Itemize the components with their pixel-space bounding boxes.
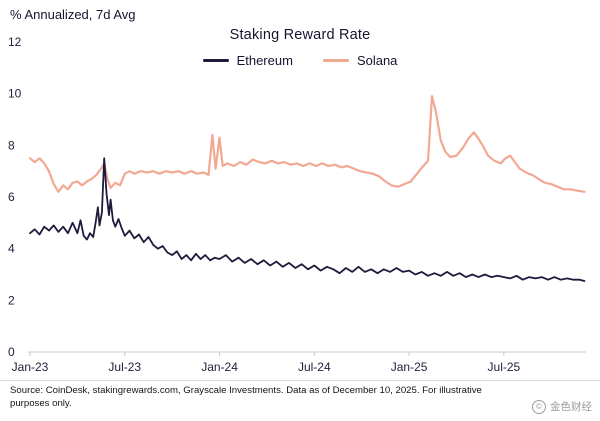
chart-title: Staking Reward Rate [229, 27, 371, 43]
svg-text:Jul-24: Jul-24 [298, 360, 331, 374]
svg-text:12: 12 [8, 35, 22, 49]
svg-text:4: 4 [8, 242, 15, 256]
svg-text:6: 6 [8, 190, 15, 204]
svg-text:10: 10 [8, 87, 22, 101]
legend-item-solana: Solana [322, 53, 398, 68]
svg-text:Jan-25: Jan-25 [391, 360, 428, 374]
svg-text:0: 0 [8, 345, 15, 359]
copyright-icon: © [532, 399, 546, 414]
source-note: Source: CoinDesk, stakingrewards.com, Gr… [10, 385, 482, 409]
svg-text:Jan-24: Jan-24 [201, 360, 238, 374]
legend-item-ethereum: Ethereum [202, 53, 293, 68]
footer-divider [0, 380, 600, 381]
svg-text:2: 2 [8, 293, 15, 307]
svg-text:Jan-23: Jan-23 [12, 360, 49, 374]
chart-canvas: 0 2 4 6 8 10 12 Jan-23 Jul-23 Jan-24 Jul-24 Jan-25 J… [8, 35, 586, 374]
legend-label-ethereum: Ethereum [236, 53, 293, 68]
legend: Ethereum Solana [0, 53, 600, 68]
y-axis-title: % Annualized, 7d Avg [10, 7, 136, 22]
solana-line-swatch [322, 59, 349, 62]
svg-text:Jul-23: Jul-23 [108, 360, 141, 374]
svg-text:Jul-25: Jul-25 [488, 360, 521, 374]
svg-text:8: 8 [8, 138, 15, 152]
legend-label-solana: Solana [356, 53, 398, 68]
watermark: © 金色财经 [532, 399, 592, 414]
ethereum-line-swatch [202, 59, 229, 62]
watermark-label: 金色财经 [550, 401, 592, 413]
